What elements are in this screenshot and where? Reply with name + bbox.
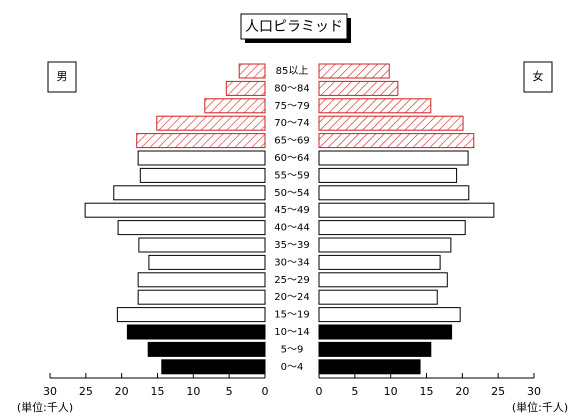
x-tick-label: 15 [151,385,165,398]
bar [318,324,453,340]
category-label: 80〜84 [274,83,309,94]
x-tick-label: 30 [527,385,541,398]
bar [117,220,266,236]
bar [225,80,266,96]
category-label: 40〜44 [274,223,309,234]
legend-label: 男 [57,70,68,83]
legend-label: 女 [533,69,544,83]
category-label: 55〜59 [274,170,309,181]
bar [148,254,266,270]
category-label: 5〜9 [281,344,304,355]
bar [318,150,469,166]
bar [318,341,432,357]
category-label: 75〜79 [274,101,309,112]
x-tick-label: 15 [420,385,434,398]
bar [116,307,266,323]
bar [137,272,266,288]
bar [136,133,266,149]
chart-title: 人口ピラミッド [245,19,343,35]
title-box [240,13,348,40]
x-tick-label: 10 [384,385,398,398]
x-tick-label: 25 [491,385,505,398]
category-label: 0〜4 [281,362,304,373]
x-tick-label: 20 [115,385,129,398]
bar [318,307,461,323]
bar [318,185,470,201]
x-tick-label: 20 [455,385,469,398]
x-tick-label: 25 [79,385,93,398]
bar [318,237,452,253]
x-tick-label: 5 [226,385,233,398]
bar [318,202,495,218]
bar [318,133,475,149]
category-label: 45〜49 [274,205,309,216]
bar [126,324,266,340]
bar [318,63,390,79]
bar [318,289,438,305]
bar [137,289,266,305]
bar [318,115,464,131]
bar [318,167,458,183]
category-label: 10〜14 [274,327,309,338]
legend-box [47,61,77,93]
bar [318,220,466,236]
x-tick-label: 30 [43,385,57,398]
x-tick-label: 5 [351,385,358,398]
bar [238,63,266,79]
category-label: 60〜64 [274,153,309,164]
category-label: 50〜54 [274,188,309,199]
x-tick-label: 0 [316,385,323,398]
category-label: 35〜39 [274,240,309,251]
x-tick-label: 0 [262,385,269,398]
bar [137,150,266,166]
unit-label: (単位:千人) [512,400,568,414]
bar [318,272,448,288]
bar [318,80,399,96]
category-label: 65〜69 [274,136,309,147]
legend-box [523,61,553,93]
bar [84,202,266,218]
bar [139,167,266,183]
bar [318,98,432,114]
bar [156,115,266,131]
category-label: 20〜24 [274,292,309,303]
category-label: 15〜19 [274,310,309,321]
unit-label: (単位:千人) [17,400,73,414]
bar [204,98,266,114]
bar [147,341,266,357]
bar [113,185,266,201]
bar [161,359,266,375]
category-label: 70〜74 [274,118,309,129]
bar [138,237,266,253]
x-tick-label: 10 [186,385,200,398]
category-label: 30〜34 [274,257,309,268]
bar [318,254,441,270]
category-label: 85以上 [276,65,309,77]
category-label: 25〜29 [274,275,309,286]
bar [318,359,421,375]
